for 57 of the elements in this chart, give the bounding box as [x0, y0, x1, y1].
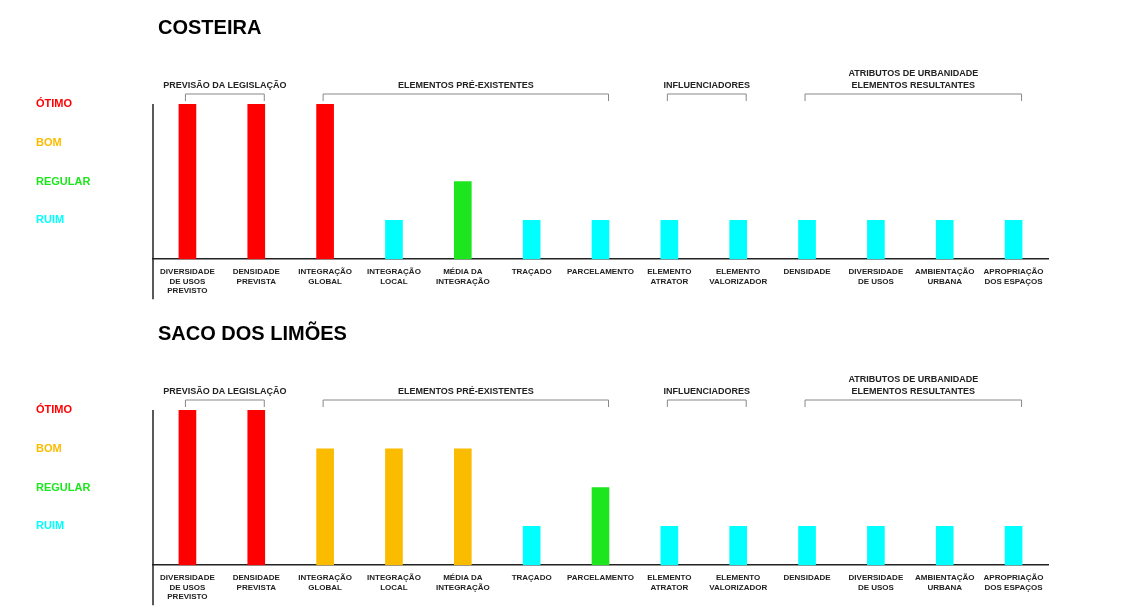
x-tick-label: ELEMENTO ATRATOR [647, 267, 692, 286]
text: PREVISÃO DA LEGISLAÇÃO [163, 79, 287, 90]
text: ATRIBUTOS DE URBANIDADE ELEMENTOS RESULTANTES [848, 373, 979, 396]
text: BOM [36, 441, 62, 454]
x-tick-label: MÉDIA DA INTEGRAÇÃO [435, 573, 490, 592]
text: ÓTIMO [36, 403, 73, 416]
bar [1004, 526, 1023, 566]
bar [798, 526, 816, 566]
text: REGULAR [36, 174, 91, 187]
x-tick-label: DIVERSIDADE DE USOS PREVISTO [160, 573, 216, 602]
text: REGULAR [36, 480, 91, 493]
x-tick-label: ELEMENTO ATRATOR [647, 573, 692, 592]
x-tick-label: DENSIDADE PREVISTA [232, 267, 281, 286]
x-tick-label: PARCELAMENTO [567, 573, 634, 583]
text: RUIM [36, 519, 65, 532]
bar [316, 448, 334, 566]
x-tick-label: INTEGRAÇÃO GLOBAL [298, 573, 353, 592]
x-tick-label: AMBIENTAÇÃO URBANA [915, 267, 975, 286]
x-tick-label: DIVERSIDADE DE USOS [848, 267, 904, 286]
chart-title: SACO DOS LIMÕES [158, 322, 347, 345]
bar [729, 526, 748, 566]
bar [935, 526, 954, 566]
text: INFLUENCIADORES [663, 79, 751, 90]
bar [453, 448, 472, 566]
bar [591, 487, 610, 566]
text: ATRIBUTOS DE URBANIDADE ELEMENTOS RESULTANTES [848, 67, 979, 90]
x-tick-label: ELEMENTO VALORIZADOR [709, 267, 768, 286]
text: BOM [36, 135, 62, 148]
bar [867, 526, 885, 566]
x-tick-label: INTEGRAÇÃO LOCAL [367, 573, 421, 592]
x-tick-label: INTEGRAÇÃO LOCAL [367, 267, 421, 286]
x-tick-label: INTEGRAÇÃO GLOBAL [298, 267, 353, 286]
x-tick-label: DIVERSIDADE DE USOS PREVISTO [160, 267, 216, 296]
chart-title: COSTEIRA [158, 16, 262, 39]
x-tick-label: APROPRIAÇÃO DOS ESPAÇOS [983, 573, 1044, 592]
x-tick-label: AMBIENTAÇÃO URBANA [915, 573, 975, 592]
text: RUIM [36, 213, 65, 226]
x-tick-label: APROPRIAÇÃO DOS ESPAÇOS [983, 267, 1044, 286]
x-tick-label: DENSIDADE PREVISTA [232, 573, 281, 592]
x-tick-label: TRAÇADO [511, 573, 552, 583]
x-tick-label: DENSIDADE [783, 573, 832, 583]
bar [385, 448, 403, 566]
bar [522, 526, 541, 566]
text: ELEMENTOS PRÉ-EXISTENTES [397, 385, 534, 396]
text: ÓTIMO [36, 97, 73, 110]
text: PREVISÃO DA LEGISLAÇÃO [163, 385, 287, 396]
bar [247, 410, 266, 566]
x-tick-label: DENSIDADE [783, 267, 832, 277]
bar [660, 526, 679, 566]
x-tick-label: DIVERSIDADE DE USOS [848, 573, 904, 592]
x-tick-label: MÉDIA DA INTEGRAÇÃO [435, 267, 490, 286]
bar [178, 410, 197, 566]
x-tick-label: PARCELAMENTO [567, 267, 634, 277]
x-tick-label: TRAÇADO [511, 267, 552, 277]
x-tick-label: ELEMENTO VALORIZADOR [709, 573, 768, 592]
text: ELEMENTOS PRÉ-EXISTENTES [397, 79, 534, 90]
text: INFLUENCIADORES [663, 385, 751, 396]
